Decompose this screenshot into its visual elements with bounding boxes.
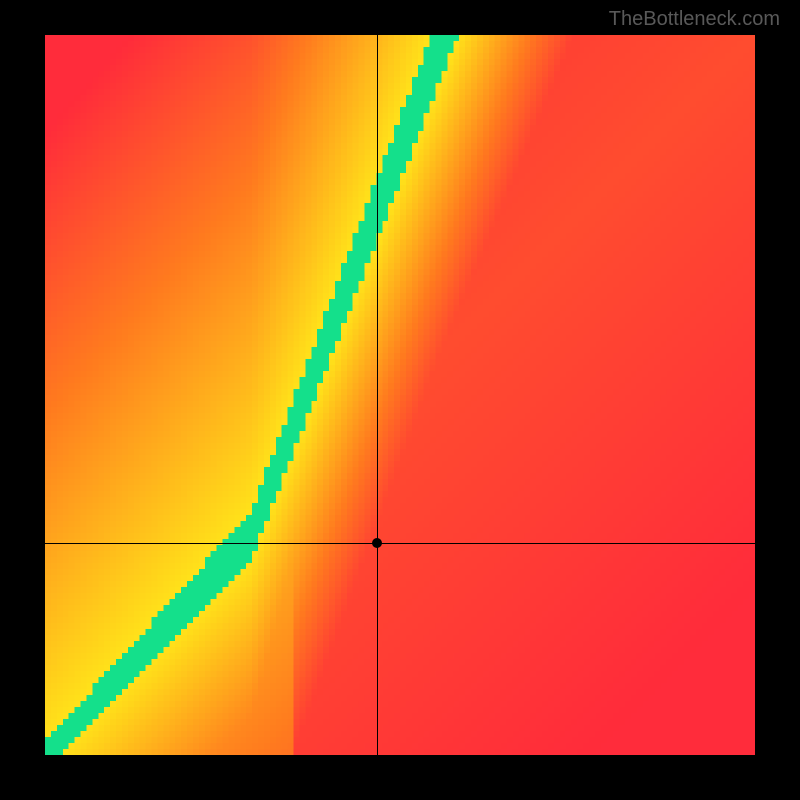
heatmap-plot <box>45 35 755 755</box>
heatmap-canvas <box>45 35 755 755</box>
watermark-text: TheBottleneck.com <box>609 8 780 31</box>
crosshair-horizontal <box>45 543 755 544</box>
marker-dot <box>372 538 382 548</box>
crosshair-vertical <box>377 35 378 755</box>
